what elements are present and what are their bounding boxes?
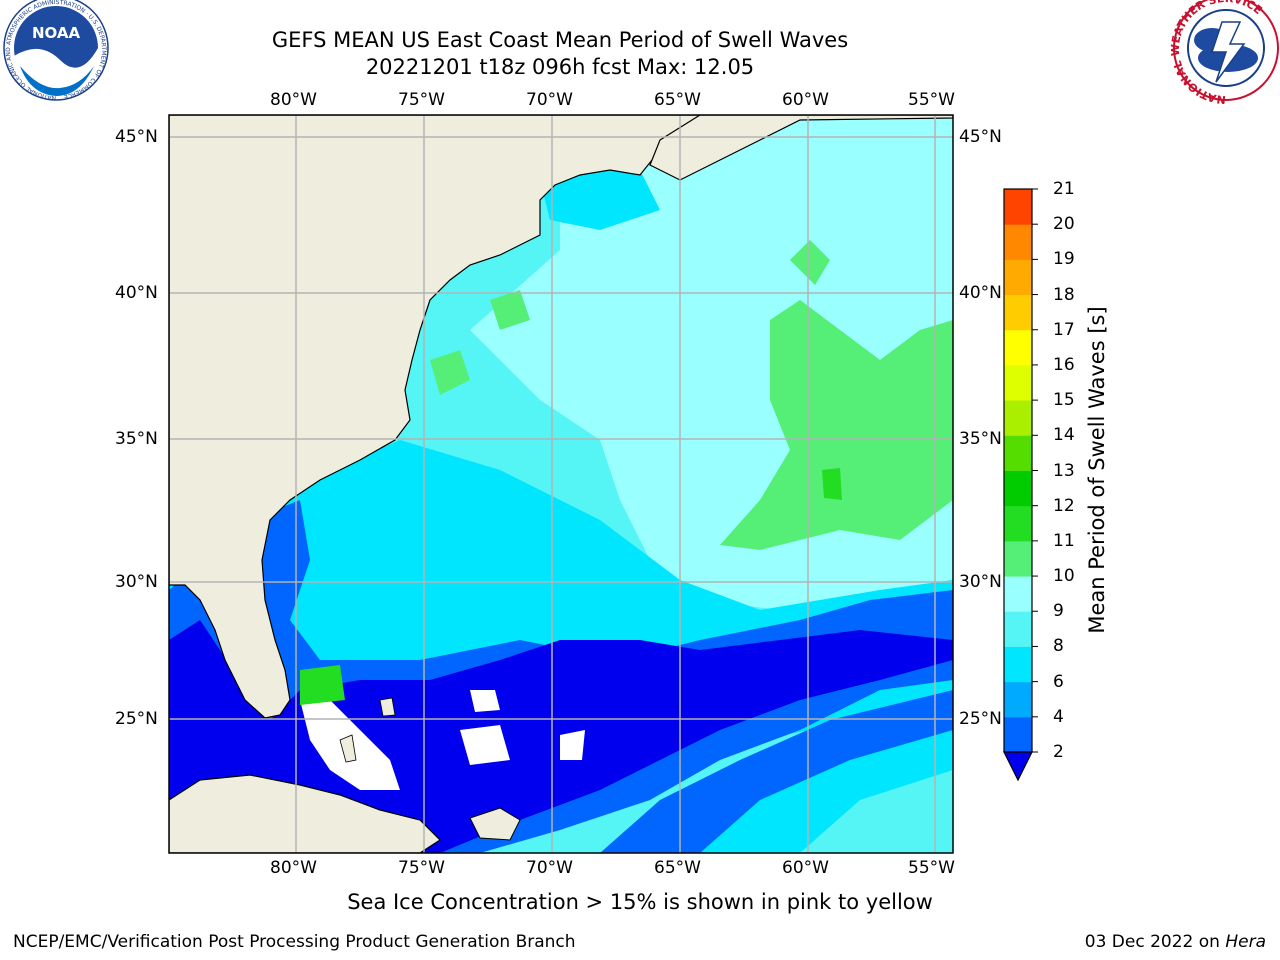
lon-tick-bottom-75: 75°W <box>398 858 445 878</box>
colorbar-label-8: 8 <box>1053 636 1064 657</box>
colorbar-bin-16 <box>1004 329 1032 366</box>
lon-tick-bottom-70: 70°W <box>526 858 573 878</box>
colorbar-bin-18 <box>1004 259 1032 296</box>
colorbar-label-13: 13 <box>1053 460 1075 481</box>
sea-ice-note: Sea Ice Concentration > 15% is shown in … <box>347 890 933 914</box>
colorbar-bin-14 <box>1004 400 1032 436</box>
land-north-america <box>169 115 701 719</box>
contour-9-10 <box>720 300 953 550</box>
colorbar-label-2: 2 <box>1053 742 1064 762</box>
lon-tick-top-70: 70°W <box>526 90 573 110</box>
colorbar-label-11: 11 <box>1053 530 1075 551</box>
colorbar-bin-8 <box>1004 611 1032 647</box>
colorbar-bin-19 <box>1004 224 1032 260</box>
colorbar-bin-12 <box>1004 470 1032 507</box>
colorbar-bin-6 <box>1004 646 1032 683</box>
colorbar-label-14: 14 <box>1053 425 1075 446</box>
colorbar-under-arrow <box>1003 751 1033 782</box>
footer-date-text: 03 Dec 2022 on <box>1084 932 1220 952</box>
colorbar-bin-11 <box>1004 505 1032 542</box>
lon-tick-top-75: 75°W <box>398 90 445 110</box>
swell-period-map <box>169 115 953 853</box>
lat-tick-left-40: 40°N <box>115 283 158 303</box>
lat-tick-right-45: 45°N <box>959 127 1002 147</box>
colorbar-label-19: 19 <box>1053 249 1075 270</box>
colorbar-bin-2 <box>1004 716 1032 753</box>
lat-tick-right-35: 35°N <box>959 429 1002 449</box>
lat-tick-left-25: 25°N <box>115 709 158 729</box>
colorbar-label-15: 15 <box>1053 390 1075 411</box>
lon-tick-bottom-65: 65°W <box>654 858 701 878</box>
contour-10-11 <box>822 468 842 500</box>
colorbar-label-16: 16 <box>1053 354 1075 375</box>
lat-tick-right-25: 25°N <box>959 709 1002 729</box>
land-cuba <box>169 774 441 853</box>
colorbar-label-6: 6 <box>1053 671 1064 692</box>
colorbar-title: Mean Period of Swell Waves [s] <box>1085 306 1109 634</box>
colorbar-bin-4 <box>1004 681 1032 718</box>
lon-tick-top-55: 55°W <box>908 90 955 110</box>
colorbar-label-21: 21 <box>1053 179 1075 199</box>
lat-tick-left-45: 45°N <box>115 127 158 147</box>
lon-tick-bottom-80: 80°W <box>270 858 317 878</box>
lat-tick-left-30: 30°N <box>115 572 158 592</box>
noaa-logo-icon: NOAA NATIONAL OCEANIC AND ATMOSPHERIC AD… <box>3 0 109 101</box>
map-subtitle: 20221201 t18z 096h fcst Max: 12.05 <box>365 55 755 79</box>
colorbar-label-18: 18 <box>1053 284 1075 305</box>
colorbar-bin-9 <box>1004 576 1032 612</box>
colorbar-label-9: 9 <box>1053 601 1064 622</box>
colorbar-bin-17 <box>1004 294 1032 331</box>
colorbar-bin-20 <box>1004 189 1032 225</box>
colorbar-label-12: 12 <box>1053 495 1075 516</box>
graticule <box>169 115 953 853</box>
footer-date: 03 Dec 2022 on Hera <box>1085 932 1266 952</box>
map-frame <box>168 114 954 854</box>
noaa-logo-text: NOAA <box>32 24 81 42</box>
lat-tick-left-35: 35°N <box>115 429 158 449</box>
footer-branch: NCEP/EMC/Verification Post Processing Pr… <box>13 932 576 952</box>
colorbar-bin-15 <box>1004 364 1032 401</box>
colorbar-bin-10 <box>1004 540 1032 577</box>
lon-tick-bottom-55: 55°W <box>908 858 955 878</box>
nws-logo-icon: NATIONAL WEATHER SERVICE <box>1169 0 1279 106</box>
lon-tick-top-65: 65°W <box>654 90 701 110</box>
lon-tick-top-80: 80°W <box>270 90 317 110</box>
colorbar-label-20: 20 <box>1053 214 1075 235</box>
lon-tick-top-60: 60°W <box>782 90 829 110</box>
footer-host: Hera <box>1225 932 1266 952</box>
lon-tick-bottom-60: 60°W <box>782 858 829 878</box>
lat-tick-right-40: 40°N <box>959 283 1002 303</box>
colorbar-label-17: 17 <box>1053 319 1075 340</box>
land-hispaniola <box>469 807 521 841</box>
colorbar-label-10: 10 <box>1053 566 1075 587</box>
land-maritimes <box>649 115 953 181</box>
colorbar <box>1003 188 1038 782</box>
colorbar-label-4: 4 <box>1053 706 1064 727</box>
lat-tick-right-30: 30°N <box>959 572 1002 592</box>
colorbar-bin-13 <box>1004 435 1032 471</box>
map-title: GEFS MEAN US East Coast Mean Period of S… <box>271 28 849 52</box>
